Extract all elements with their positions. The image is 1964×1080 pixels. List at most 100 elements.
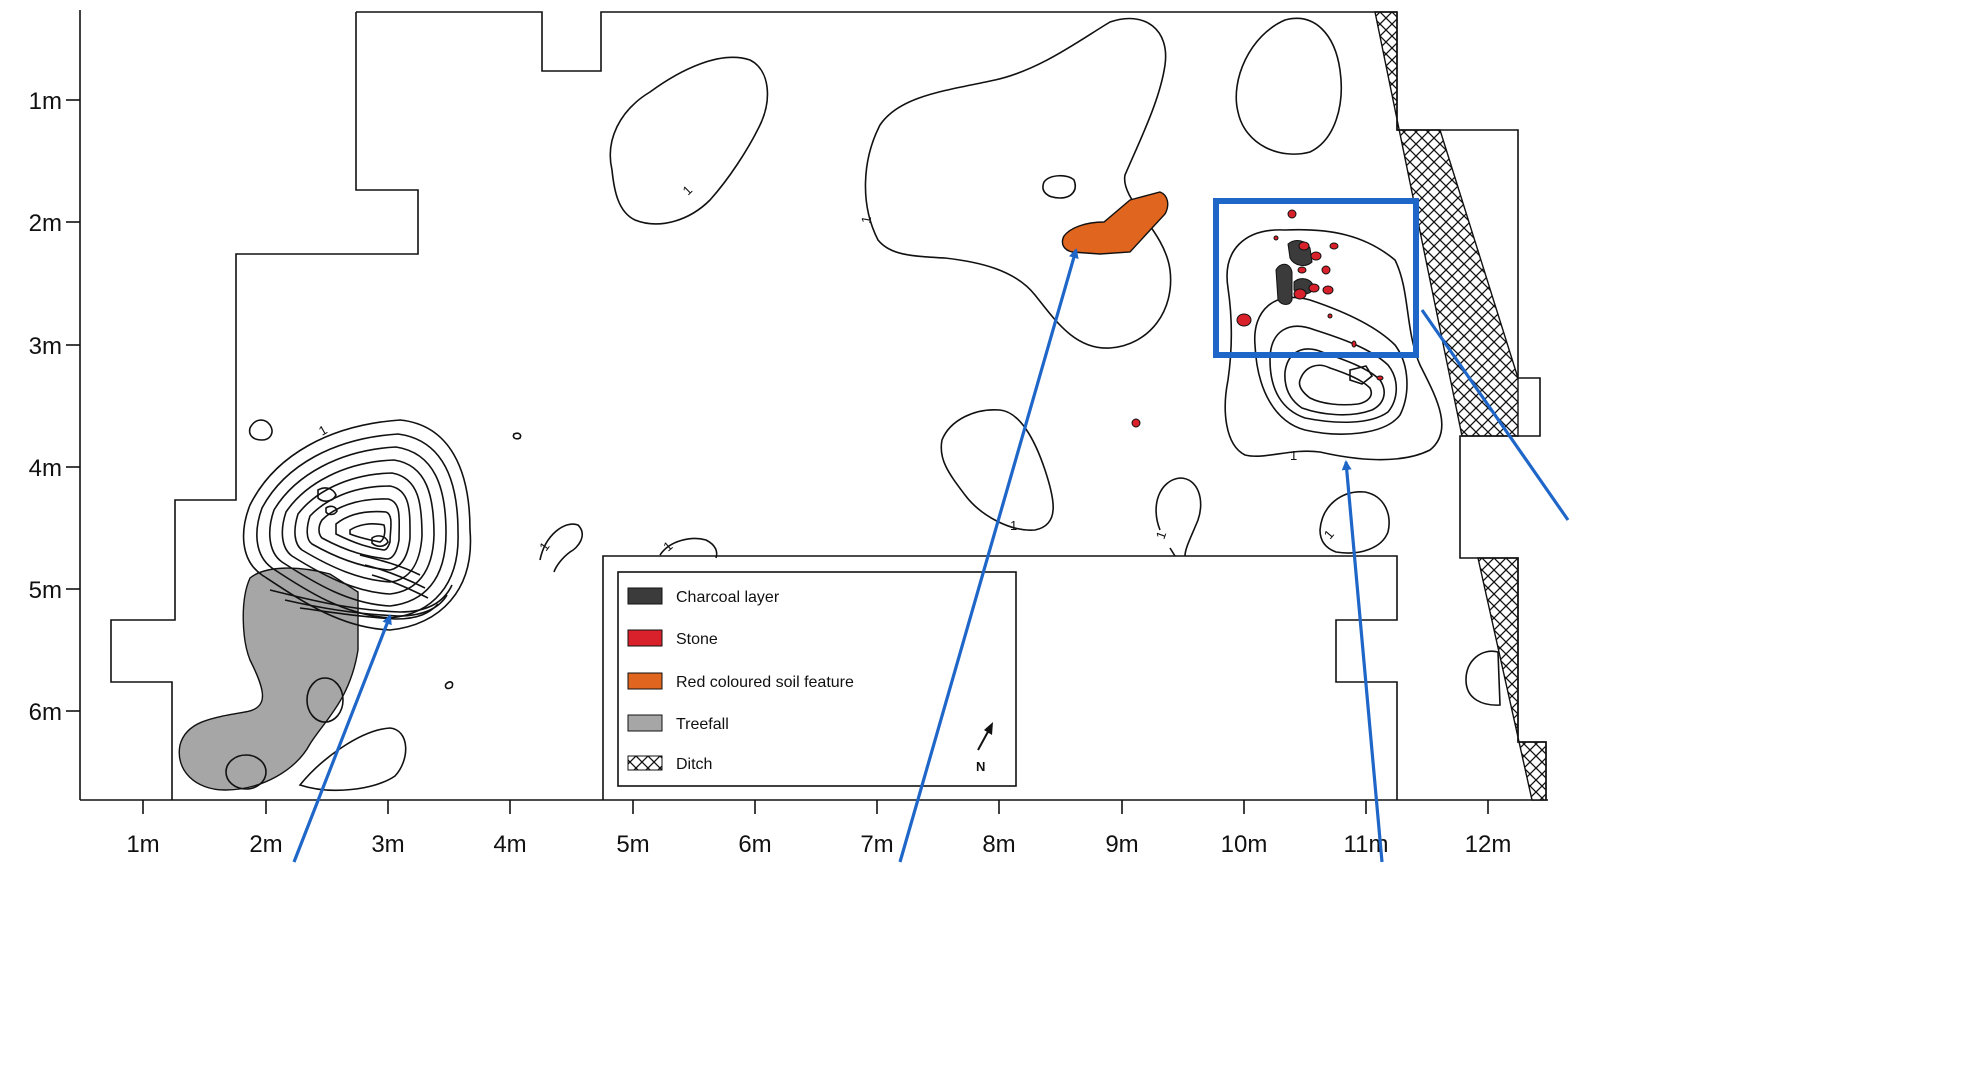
contour-stone-cluster: 1 [1224,228,1443,463]
treefall-contour [225,754,267,790]
contour-line [256,433,459,619]
contour-line [1284,348,1385,416]
annotation-arrow [1420,309,1570,521]
stone [1293,288,1307,300]
legend-box [617,571,1017,787]
x-tick-label: 9m [1105,831,1138,858]
stone [1321,265,1331,275]
treefall-contour [306,677,344,723]
contour-label: 1 [1290,448,1297,463]
y-tick-label: 4m [29,455,62,482]
contour-line [371,535,389,548]
annotation-arrow [292,614,392,863]
contour-line [306,485,411,571]
annotation-arrow [898,248,1079,863]
legend-swatch-ditch [627,755,663,771]
y-axis-ticks: 1m 2m 3m 4m 5m 6m [29,88,80,726]
stone [1287,209,1297,219]
contour-label: 1 [1153,529,1170,541]
x-tick-label: 12m [1465,831,1512,858]
north-arrow-icon: N [976,722,993,774]
contour-line [1235,17,1342,155]
trench-outline [110,11,1547,800]
contour-line [864,17,1172,349]
contour-line [248,419,273,441]
contour-line [318,498,401,560]
legend-label-treefall: Treefall [676,716,729,733]
stone [1310,251,1322,261]
contour-mound-left [242,419,472,631]
legend-label-stone: Stone [676,631,718,648]
y-tick-label: 6m [29,699,62,726]
legend-swatch-charcoal [627,587,663,605]
highlight-box [1213,198,1419,358]
annotation-arrow [1341,460,1384,863]
x-tick-label: 6m [738,831,771,858]
x-tick-label: 4m [493,831,526,858]
x-tick-label: 1m [126,831,159,858]
x-tick-label: 5m [616,831,649,858]
stone [1322,285,1334,295]
y-tick-label: 1m [29,88,62,115]
contour-line [325,505,338,516]
contour-line [359,554,429,599]
x-tick-label: 7m [860,831,893,858]
legend-swatch-stone [627,629,663,647]
stone [1298,241,1310,251]
x-tick-label: 2m [249,831,282,858]
stone [1351,340,1357,348]
contour-line [1319,491,1390,554]
contour-label: 1 [1321,527,1337,542]
stone [1376,375,1384,381]
contour-line [1254,296,1408,435]
contour-line [1155,477,1202,557]
stone [1131,418,1141,428]
contour-line [1465,650,1501,706]
x-tick-label: 3m [371,831,404,858]
contour-line [1224,228,1443,461]
stone [1329,242,1339,250]
contour-line [268,446,447,607]
y-tick-label: 5m [29,577,62,604]
contour-label: 1 [536,539,552,554]
contour-line [281,459,435,595]
contour-line [1042,174,1076,199]
excavation-plan-map: 1m 2m 3m 4m 5m 6m 1m 2m 3m 4m 5m 6m 7m 8… [29,10,1570,863]
contour-label: 1 [316,422,330,439]
x-tick-label: 8m [982,831,1015,858]
legend-swatch-treefall [627,714,663,732]
legend-swatch-red-soil [627,672,663,690]
y-tick-label: 3m [29,333,62,360]
charcoal-patch [1275,263,1293,305]
contour-line [335,510,392,551]
y-tick-label: 2m [29,210,62,237]
treefall-feature [178,567,359,791]
stone [1297,266,1307,274]
contour-line [349,523,386,543]
stone-charcoal-cluster [1131,209,1384,428]
contour-line [609,56,769,225]
contour-line [294,472,423,583]
stone [1327,313,1333,319]
contour-line [299,603,439,620]
stone [1236,313,1252,327]
contour-line [242,419,472,631]
contour-line [1269,325,1398,424]
contour-label: 1 [680,182,696,198]
contour-line [1349,365,1374,385]
contour-label: 1 [1010,518,1017,533]
contour-line [298,727,407,792]
contour-label: 1 [858,215,874,225]
red-soil-feature [1061,191,1169,255]
x-axis-ticks: 1m 2m 3m 4m 5m 6m 7m 8m 9m 10m 11m 12m [126,800,1511,858]
contour-line [269,584,453,613]
x-tick-label: 10m [1221,831,1268,858]
contour-line [1298,364,1373,406]
contour-line [512,432,522,440]
stone [1273,235,1279,241]
contour-line [539,523,583,573]
legend-label-charcoal: Charcoal layer [676,589,780,606]
contour-line [659,537,718,559]
legend: Charcoal layer Stone Red coloured soil f… [617,571,1017,787]
legend-label-ditch: Ditch [676,756,712,773]
